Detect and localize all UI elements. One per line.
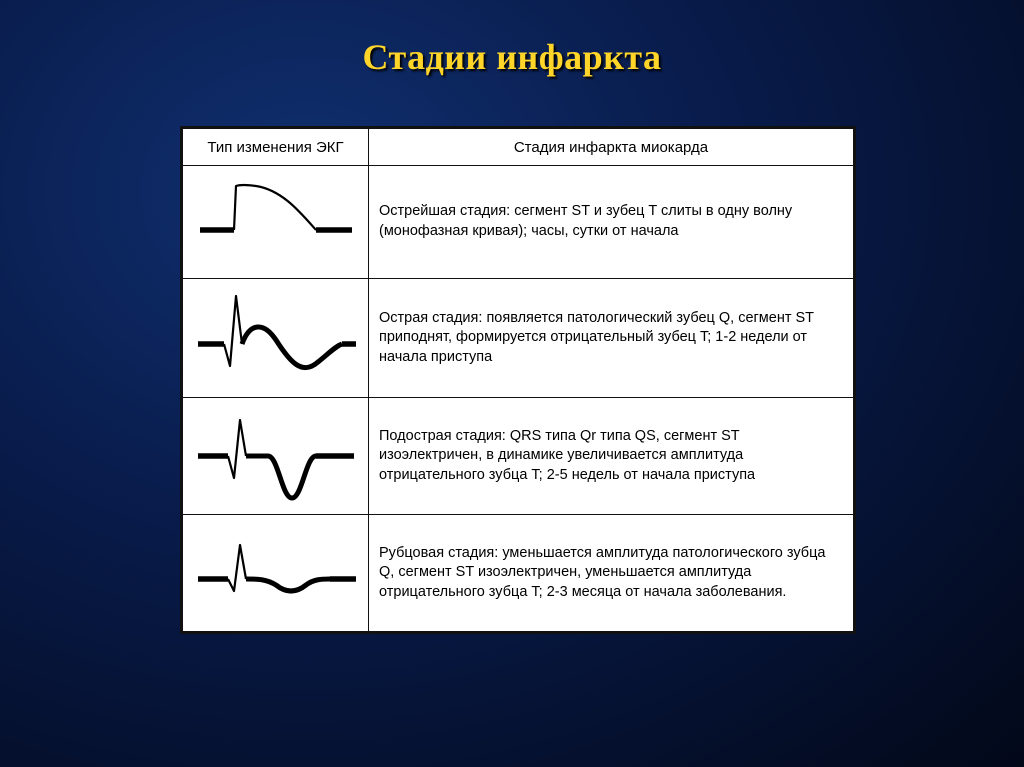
table-row: Рубцовая стадия: уменьшается амплитуда п… xyxy=(183,515,854,632)
desc-cell: Острая стадия: появляется патологический… xyxy=(369,279,854,398)
table: Тип изменения ЭКГ Стадия инфаркта миокар… xyxy=(182,128,854,632)
ecg-waveform-icon xyxy=(186,406,366,506)
table-header-row: Тип изменения ЭКГ Стадия инфаркта миокар… xyxy=(183,129,854,166)
ecg-cell-1 xyxy=(183,279,369,398)
ecg-waveform-icon xyxy=(186,172,366,272)
header-ecg: Тип изменения ЭКГ xyxy=(183,129,369,166)
ecg-waveform-icon xyxy=(186,523,366,623)
table-row: Подострая стадия: QRS типа Qr типа QS, с… xyxy=(183,398,854,515)
table-row: Острая стадия: появляется патологический… xyxy=(183,279,854,398)
ecg-cell-3 xyxy=(183,515,369,632)
desc-cell: Подострая стадия: QRS типа Qr типа QS, с… xyxy=(369,398,854,515)
header-stage: Стадия инфаркта миокарда xyxy=(369,129,854,166)
desc-cell: Рубцовая стадия: уменьшается амплитуда п… xyxy=(369,515,854,632)
ecg-cell-0 xyxy=(183,166,369,279)
slide-title: Стадии инфаркта xyxy=(0,0,1024,78)
stages-table: Тип изменения ЭКГ Стадия инфаркта миокар… xyxy=(180,126,856,634)
slide: Стадии инфаркта Тип изменения ЭКГ Стадия… xyxy=(0,0,1024,767)
ecg-cell-2 xyxy=(183,398,369,515)
table-row: Острейшая стадия: сегмент ST и зубец T с… xyxy=(183,166,854,279)
ecg-waveform-icon xyxy=(186,288,366,388)
desc-cell: Острейшая стадия: сегмент ST и зубец T с… xyxy=(369,166,854,279)
